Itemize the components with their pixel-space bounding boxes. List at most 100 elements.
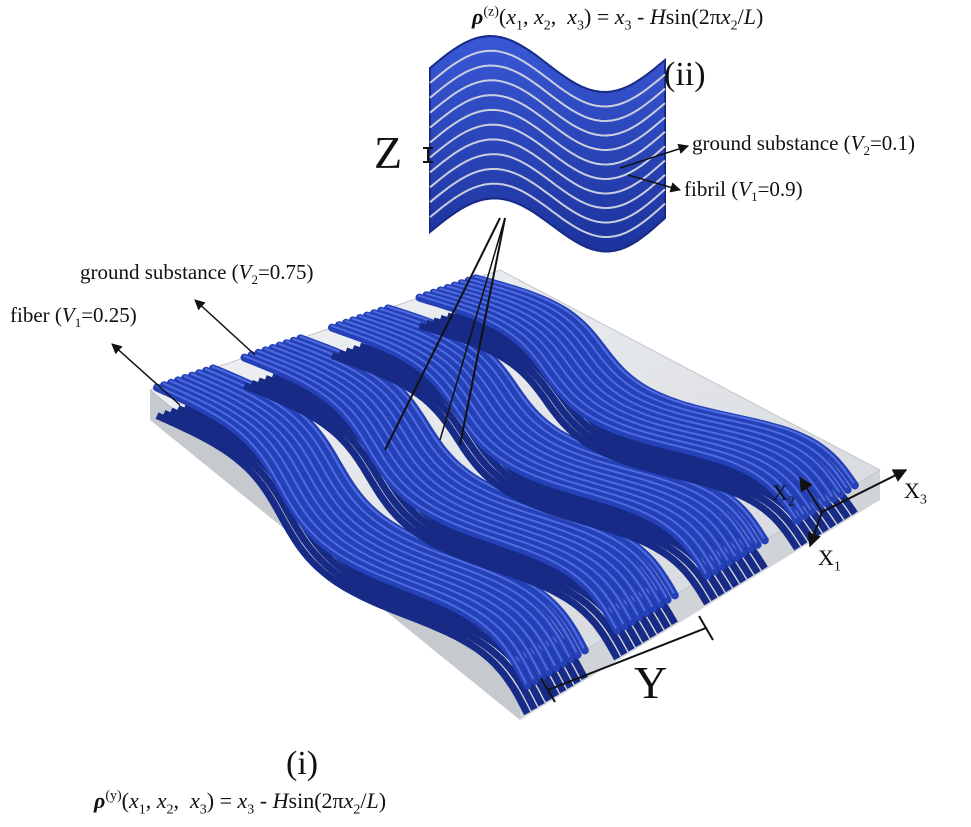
ground-fine-arrow	[619, 143, 689, 169]
fiber	[342, 318, 726, 571]
fiber-bundle	[415, 274, 859, 551]
fiber-highlight	[162, 382, 535, 680]
fiber-side	[162, 410, 538, 711]
fiber-highlight	[271, 345, 646, 612]
fiber-highlight	[344, 319, 722, 566]
label-z: Z	[374, 127, 403, 178]
label-fibril: fibril (V1=0.9)	[684, 177, 803, 205]
coordinate-axes	[799, 469, 908, 548]
fiber-highlight	[453, 282, 834, 498]
fiber-bundles	[153, 274, 859, 716]
fiber-side	[337, 349, 718, 601]
axis-label-x3: X3	[904, 478, 927, 508]
fiber-highlight	[467, 277, 848, 489]
fiber-highlight	[169, 379, 542, 676]
fiber	[377, 306, 762, 549]
fiber-highlight	[446, 285, 826, 502]
fiber	[443, 284, 830, 507]
fibril-panel	[429, 34, 666, 253]
fiber-side	[257, 377, 635, 652]
fiber	[471, 274, 859, 490]
fiber	[464, 276, 852, 494]
fiber-highlight	[257, 349, 632, 621]
fiber	[328, 323, 712, 580]
fiber	[261, 346, 643, 622]
fiber-highlight	[176, 377, 549, 671]
fiber	[356, 314, 740, 562]
fiber	[370, 309, 755, 554]
ground-substance-layer	[429, 168, 666, 224]
fiber-highlight	[337, 322, 715, 570]
label-ground-substance-fine: ground substance (V2=0.1)	[692, 131, 916, 159]
fiber-highlight	[460, 280, 841, 493]
fiber-highlight	[197, 370, 571, 658]
fiber-highlight	[183, 375, 556, 667]
fiber-side	[432, 317, 815, 542]
x1-axis	[807, 511, 823, 548]
fiber-highlight	[432, 289, 812, 511]
fiber-highlight	[190, 372, 564, 663]
fiber-highlight	[425, 292, 805, 515]
fiber-side	[330, 352, 711, 606]
ground-substance-layer	[429, 123, 666, 181]
axis-label-x2: X2	[772, 480, 795, 510]
fiber-highlight	[418, 294, 798, 520]
fiber-side	[425, 319, 808, 547]
y-dimension-bracket	[540, 615, 714, 703]
fiber	[436, 286, 823, 512]
fiber-arrow	[111, 343, 181, 406]
fiber-highlight	[204, 367, 578, 654]
fiber-highlight	[285, 340, 661, 603]
fibril-panel-surface	[429, 34, 666, 253]
fiber-highlight	[365, 312, 744, 553]
label-i: (i)	[286, 745, 319, 782]
fiber	[429, 288, 816, 516]
fiber-highlight	[250, 352, 625, 625]
fiber	[275, 341, 658, 613]
fiber-highlight	[351, 317, 729, 561]
fiber	[422, 291, 809, 521]
x3-axis	[821, 469, 908, 513]
fiber-highlight	[372, 310, 751, 548]
label-ii: (ii)	[664, 56, 706, 93]
axis-label-x1: X1	[818, 545, 841, 575]
ground-substance-layer	[429, 153, 666, 210]
fiber-highlight	[243, 354, 618, 630]
label-y: Y	[634, 657, 668, 708]
fiber	[268, 344, 650, 617]
label-fiber: fiber (V1=0.25)	[10, 303, 137, 331]
ground-substance-layer	[429, 79, 666, 137]
ground-substance-layer	[429, 94, 666, 152]
fiber	[282, 339, 665, 609]
fiber-highlight	[358, 315, 736, 557]
fiber-highlight	[330, 324, 708, 575]
fibril-arrow	[627, 174, 682, 193]
ground-substance-layer	[429, 64, 666, 123]
fiber-side	[418, 322, 801, 551]
fiber-side	[243, 382, 621, 661]
fiber-bundle	[240, 334, 679, 661]
label-ground-substance-coarse: ground substance (V2=0.75)	[80, 260, 314, 288]
fiber	[415, 293, 802, 525]
fiber-highlight	[278, 342, 654, 608]
ground-substance-layer	[429, 108, 666, 166]
x2-axis	[799, 476, 823, 513]
ground-coarse-arrow	[194, 299, 256, 356]
fiber	[335, 321, 719, 576]
fiber-highlight	[155, 384, 528, 685]
ground-substance-layer	[429, 138, 666, 195]
fiber	[450, 281, 838, 503]
fiber-side	[169, 407, 545, 707]
fiber-side	[344, 347, 725, 597]
equation-bottom: ρ(y)(x1, x2, x3) = x3 - Hsin(2πx2/L)	[94, 788, 387, 818]
fiber-highlight	[439, 287, 819, 506]
annotation-arrows	[111, 143, 689, 406]
equation-top: ρ(z)(x1, x2, x3) = x3 - Hsin(2πx2/L)	[472, 4, 764, 34]
ground-substance-layer	[429, 182, 666, 238]
fiber-highlight	[264, 347, 639, 616]
z-dimension-tick	[423, 147, 433, 163]
fiber	[289, 336, 672, 604]
fiber	[254, 348, 636, 626]
ground-substance-layer	[429, 49, 666, 108]
